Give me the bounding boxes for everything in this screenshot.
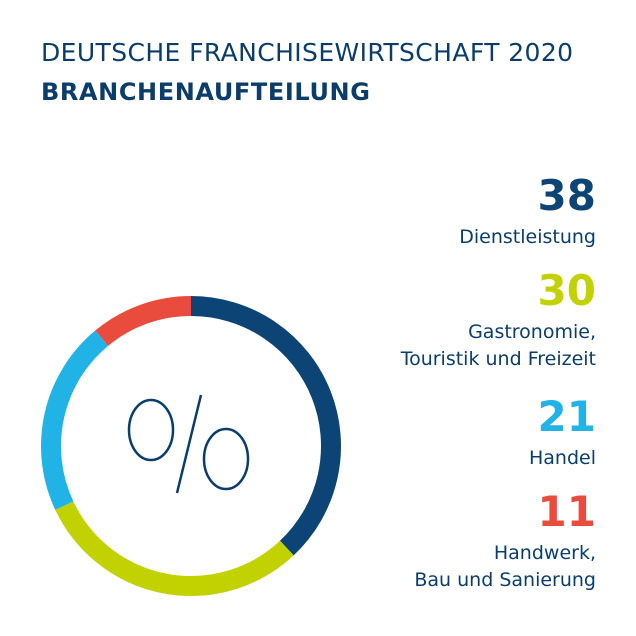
donut-slice-1 xyxy=(190,296,341,556)
legend-label-gastronomie: Gastronomie, Touristik und Freizeit xyxy=(401,319,596,373)
legend-label-line: Bau und Sanierung xyxy=(414,569,596,591)
page-title: DEUTSCHE FRANCHISEWIRTSCHAFT 2020 xyxy=(41,38,574,67)
legend-label-line: Handel xyxy=(528,447,596,469)
legend-label-dienstleistung: Dienstleistung xyxy=(459,224,596,251)
legend-value-dienstleistung: 38 xyxy=(537,171,596,220)
legend-value-gastronomie: 30 xyxy=(537,266,596,315)
legend-label-handel: Handel xyxy=(529,445,596,472)
legend-label-line: Dienstleistung xyxy=(459,226,596,248)
donut-chart xyxy=(41,296,341,596)
donut-slice-2 xyxy=(55,501,294,596)
donut-slice-4 xyxy=(95,296,192,346)
legend-label-handwerk: Handwerk, Bau und Sanierung xyxy=(414,540,596,594)
donut-slice-3 xyxy=(41,330,109,510)
legend-value-handel: 21 xyxy=(537,392,596,441)
percent-icon xyxy=(127,394,250,494)
page-subtitle: BRANCHENAUFTEILUNG xyxy=(41,78,371,106)
legend-value-handwerk: 11 xyxy=(537,487,596,536)
legend-label-line: Handwerk, xyxy=(493,542,596,564)
legend-label-line: Touristik und Freizeit xyxy=(400,348,596,370)
legend-label-line: Gastronomie, xyxy=(468,321,596,343)
